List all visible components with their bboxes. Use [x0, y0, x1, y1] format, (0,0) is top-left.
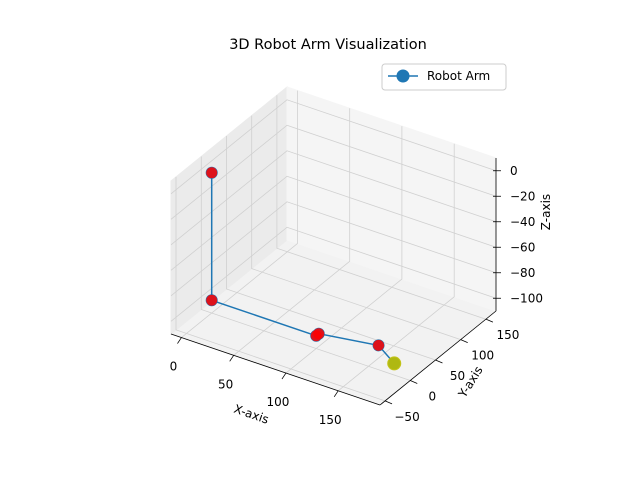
x-tick-mark — [229, 355, 235, 362]
x-tick-mark — [177, 337, 182, 344]
joint-point — [206, 294, 218, 306]
grid-lines — [170, 90, 497, 402]
series-robot-arm — [205, 166, 402, 371]
z-tick-label: −60 — [510, 240, 535, 254]
z-tick-label: −100 — [510, 291, 543, 305]
z-grid-line — [170, 99, 497, 195]
z-tick-label: −80 — [510, 266, 535, 280]
z-axis-ticks: 0 −20 −40 −60 −80 −100 — [493, 164, 543, 305]
x-tick-label: 0 — [170, 360, 178, 374]
y-tick-label: −50 — [394, 410, 419, 424]
x-grid-line — [233, 108, 351, 356]
x-tick-label: 100 — [266, 395, 289, 409]
y-tick-mark — [410, 380, 418, 384]
legend-label: Robot Arm — [427, 69, 490, 83]
axis-lines — [170, 158, 497, 406]
z-tick-label: 0 — [510, 164, 518, 178]
z-grid-line — [170, 150, 497, 246]
z-grid-line — [170, 201, 497, 297]
joint-point — [313, 328, 325, 340]
z-tick-label: −40 — [510, 215, 535, 229]
y-tick-label: 0 — [428, 389, 436, 403]
legend-marker — [396, 69, 410, 83]
x-axis-label: X-axis — [232, 402, 271, 427]
joint-point — [373, 339, 385, 351]
legend: Robot Arm — [381, 63, 507, 91]
z-grid-line — [170, 175, 497, 271]
x-tick-mark — [333, 390, 339, 398]
x-grid-line — [337, 143, 455, 392]
legend-frame — [381, 63, 507, 91]
chart-title: 3D Robot Arm Visualization — [229, 37, 427, 53]
y-tick-label: 50 — [450, 369, 465, 383]
y-grid-line — [276, 95, 487, 320]
y-tick-label: 100 — [471, 349, 494, 363]
x-tick-label: 150 — [319, 413, 342, 427]
y-axis-line — [379, 310, 497, 406]
z-tick-label: −20 — [510, 189, 535, 203]
axis-panes — [169, 85, 498, 406]
y-grid-line — [226, 136, 436, 361]
x-tick-mark — [281, 372, 287, 380]
y-tick-mark — [485, 318, 494, 323]
x-grid-line — [285, 126, 403, 374]
y-tick-label: 150 — [496, 328, 519, 342]
y-tick-mark — [384, 400, 393, 405]
end-effector-point — [387, 356, 402, 371]
x-axis-line — [170, 333, 381, 406]
x-grid-line — [181, 90, 298, 338]
y-tick-mark — [435, 359, 443, 364]
x-axis-ticks: 0 50 100 150 — [170, 337, 342, 427]
y-grid-line — [175, 176, 386, 402]
x-tick-label: 50 — [218, 377, 233, 391]
z-grid-line — [170, 226, 497, 322]
joint-point — [206, 167, 218, 179]
y-tick-mark — [460, 339, 468, 343]
y-grid-line — [251, 115, 461, 340]
z-grid-line — [170, 124, 497, 220]
y-grid-line — [200, 156, 411, 381]
z-axis-label: Z-axis — [539, 194, 553, 230]
